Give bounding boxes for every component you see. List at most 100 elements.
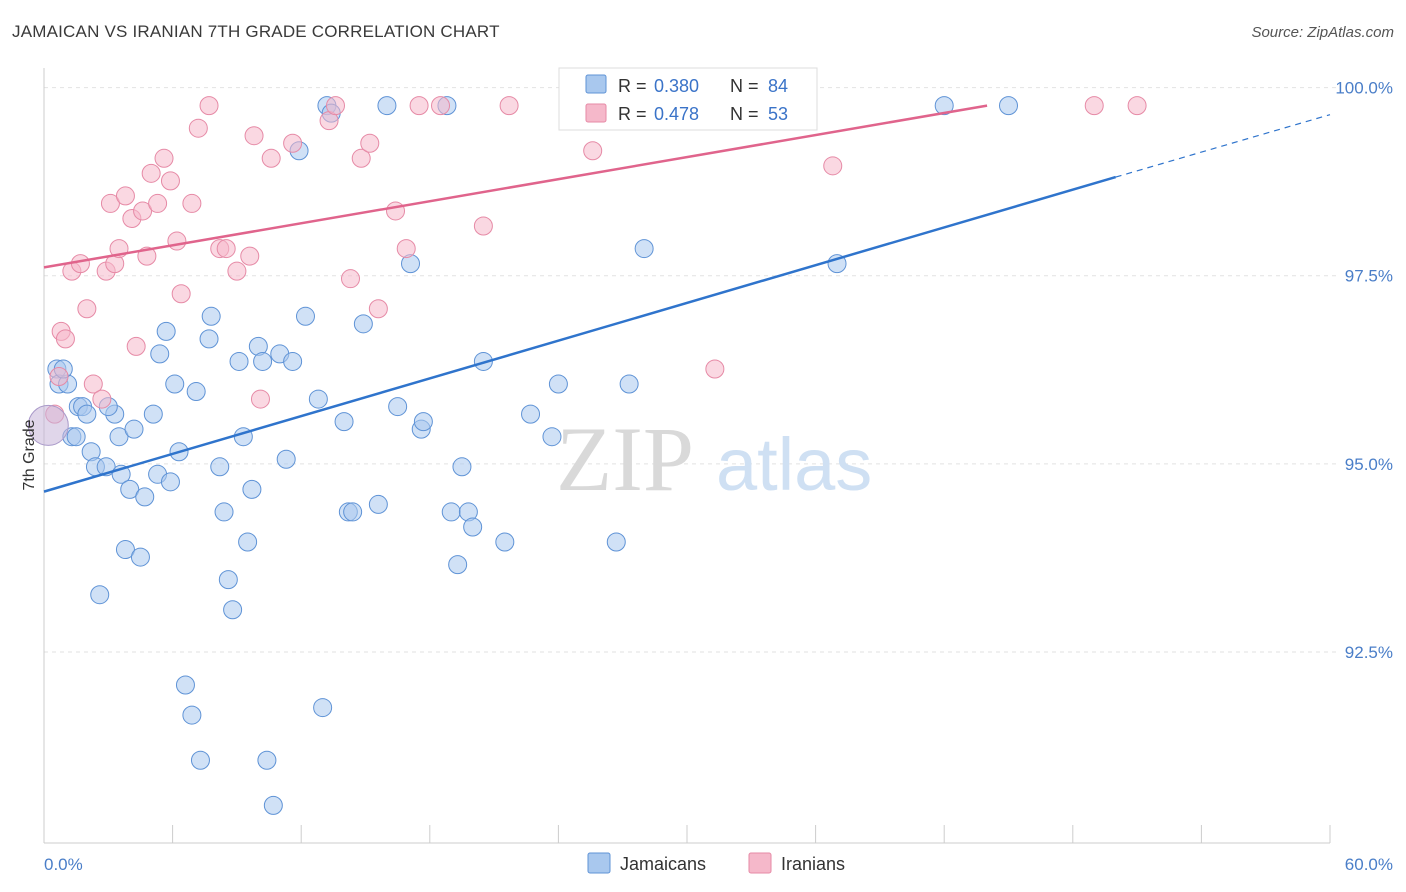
chart-title: JAMAICAN VS IRANIAN 7TH GRADE CORRELATIO… — [12, 22, 500, 41]
jamaicans-point — [218, 570, 238, 590]
iranians-point — [70, 254, 90, 274]
iranians-point — [1084, 96, 1104, 116]
iranians-point — [240, 246, 260, 266]
jamaicans-point — [388, 397, 408, 417]
axes — [43, 68, 1331, 844]
jamaicans-point — [295, 306, 315, 326]
iranians-point — [325, 96, 345, 116]
legend-r-value-2: 0.478 — [654, 104, 699, 124]
iranians-point — [188, 118, 208, 138]
jamaicans-point — [413, 412, 433, 432]
jamaicans-point — [257, 750, 277, 770]
jamaicans-point — [210, 457, 230, 477]
y-tick-label: 97.5% — [1345, 267, 1393, 286]
jamaicans-point — [308, 389, 328, 409]
iranians-point — [77, 299, 97, 319]
jamaicans-point — [143, 404, 163, 424]
legend-swatch-jamaicans — [585, 74, 607, 94]
jamaicans-trend-line — [43, 175, 1117, 493]
iranians-point — [171, 284, 191, 304]
iranians-point — [261, 148, 281, 168]
jamaicans-point — [120, 479, 140, 499]
iranians-point — [396, 239, 416, 259]
iranians-point — [473, 216, 493, 236]
jamaicans-point — [199, 329, 219, 349]
trend-lines — [43, 104, 1331, 493]
iranians-point — [216, 239, 236, 259]
iranians-point — [1127, 96, 1147, 116]
jamaicans-point — [66, 427, 86, 447]
jamaicans-point — [182, 705, 202, 725]
jamaicans-point — [115, 540, 135, 560]
legend-n-label-1: N = — [730, 76, 759, 96]
iranians-point — [141, 163, 161, 183]
iranians-point — [499, 96, 519, 116]
jamaicans-point — [448, 555, 468, 575]
jamaicans-point — [150, 344, 170, 364]
iranians-point — [409, 96, 429, 116]
iranians-point — [148, 193, 168, 213]
jamaicans-point — [160, 472, 180, 492]
series-legend: Jamaicans Iranians — [587, 852, 845, 874]
iranians-point — [368, 299, 388, 319]
jamaicans-point — [263, 795, 283, 815]
y-tick-label: 100.0% — [1335, 79, 1393, 98]
jamaicans-point — [548, 374, 568, 394]
iranians-point — [244, 126, 264, 146]
iranians-point — [823, 156, 843, 176]
jamaicans-point — [186, 382, 206, 402]
jamaicans-point — [441, 502, 461, 522]
jamaicans-point — [542, 427, 562, 447]
iranians-point — [83, 374, 103, 394]
y-tick-labels: 100.0% 97.5% 95.0% 92.5% — [1335, 79, 1393, 662]
jamaicans-point — [353, 314, 373, 334]
y-tick-label: 95.0% — [1345, 455, 1393, 474]
jamaicans-point — [214, 502, 234, 522]
iranians-point — [182, 193, 202, 213]
x-tick-labels: 0.0% 60.0% — [44, 855, 1393, 874]
jamaicans-point — [495, 532, 515, 552]
jamaicans-point — [156, 321, 176, 341]
legend-r-value-1: 0.380 — [654, 76, 699, 96]
x-tick-min: 0.0% — [44, 855, 83, 874]
source-credit: Source: ZipAtlas.com — [1251, 24, 1394, 41]
jamaicans-point — [606, 532, 626, 552]
iranians-point — [386, 201, 406, 221]
iranians-point — [227, 261, 247, 281]
iranians-point — [167, 231, 187, 251]
series-swatch-jamaicans — [587, 852, 611, 874]
iranians-point — [351, 148, 371, 168]
iranians-point — [126, 336, 146, 356]
jamaicans-point — [165, 374, 185, 394]
jamaicans-point — [109, 427, 129, 447]
iranians-point — [431, 96, 451, 116]
jamaicans-point — [77, 404, 97, 424]
series-label-jamaicans: Jamaicans — [620, 854, 706, 874]
legend-n-label-2: N = — [730, 104, 759, 124]
legend-n-value-1: 84 — [768, 76, 788, 96]
iranians-point — [705, 359, 725, 379]
jamaicans-point — [135, 487, 155, 507]
iranians-trend-line — [43, 104, 988, 269]
watermark-zip: ZIP — [556, 408, 694, 510]
iranians-point — [160, 171, 180, 191]
jamaicans-point — [201, 306, 221, 326]
jamaicans-trend-extension — [1115, 114, 1331, 178]
stats-legend: R = 0.380 N = 84 R = 0.478 N = 53 — [558, 67, 818, 131]
jamaicans-point — [368, 494, 388, 514]
jamaicans-point — [175, 675, 195, 695]
iranians-point — [340, 269, 360, 289]
legend-n-value-2: 53 — [768, 104, 788, 124]
legend-r-label-1: R = — [618, 76, 647, 96]
iranians-point — [283, 133, 303, 153]
iranians-point — [92, 389, 112, 409]
x-tick-max: 60.0% — [1345, 855, 1393, 874]
jamaicans-point — [223, 600, 243, 620]
iranians-point — [55, 329, 75, 349]
watermark: ZIP atlas — [556, 408, 872, 510]
overlap-point — [27, 404, 69, 446]
y-axis-label: 7th Grade — [21, 419, 38, 490]
jamaicans-point — [452, 457, 472, 477]
iranians-point — [360, 133, 380, 153]
iranians-point — [100, 193, 120, 213]
